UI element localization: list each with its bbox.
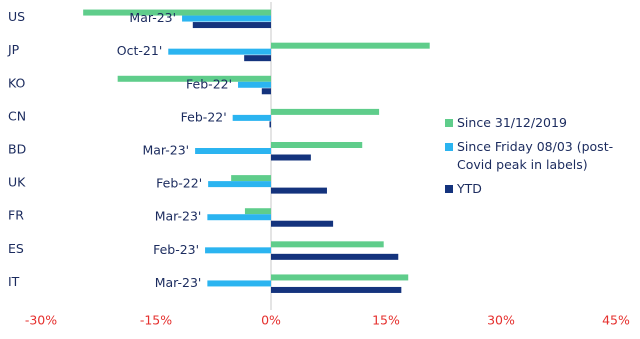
legend-label: Since Friday 08/03 (post-Covid peak in l… — [457, 139, 614, 172]
bar-annotation: Mar-23' — [155, 275, 202, 290]
bar — [269, 121, 271, 128]
bar-annotation: Oct-21' — [117, 43, 162, 58]
bar — [271, 108, 380, 115]
bar — [271, 286, 402, 293]
y-tick-label: KO — [8, 75, 26, 90]
bar — [231, 175, 271, 182]
bar — [271, 142, 363, 148]
bar — [271, 42, 430, 49]
bar — [271, 220, 334, 227]
bar — [232, 114, 271, 121]
bar — [244, 55, 271, 62]
bar — [271, 154, 311, 161]
bar — [208, 181, 271, 188]
x-tick-label: -15% — [140, 313, 172, 328]
bar-annotation: Feb-23' — [153, 242, 199, 257]
x-tick-label: 45% — [602, 313, 630, 328]
x-tick-label: 0% — [261, 313, 281, 328]
bar — [238, 81, 271, 88]
y-tick-label: UK — [8, 175, 26, 190]
bar-annotation: Feb-22' — [181, 109, 227, 124]
x-tick-label: -30% — [25, 313, 57, 328]
bar — [207, 280, 271, 287]
legend-item: Since Friday 08/03 (post-Covid peak in l… — [445, 138, 630, 174]
legend-label: Since 31/12/2019 — [457, 115, 567, 130]
bar — [271, 241, 384, 248]
bar-annotation: Feb-22' — [186, 76, 232, 91]
y-tick-label: JP — [7, 42, 20, 57]
bar — [83, 9, 272, 16]
bar-annotation: Mar-23' — [129, 10, 176, 25]
x-tick-label: 15% — [372, 313, 400, 328]
legend-swatch — [445, 143, 453, 151]
y-tick-label: ES — [8, 241, 24, 256]
bar — [271, 253, 399, 260]
bar — [195, 148, 271, 154]
bar-annotation: Feb-22' — [156, 176, 202, 191]
bar — [192, 22, 271, 29]
legend-item: Since 31/12/2019 — [445, 114, 630, 132]
bar — [271, 274, 409, 281]
bar — [205, 247, 271, 254]
bar — [182, 15, 271, 22]
bar — [244, 208, 271, 215]
legend-swatch — [445, 119, 453, 127]
legend-item: YTD — [445, 180, 630, 198]
y-tick-label: US — [8, 9, 25, 24]
legend-swatch — [445, 185, 453, 193]
y-tick-label: CN — [8, 108, 26, 123]
bar-annotation: Mar-23' — [155, 209, 202, 224]
bar — [271, 187, 327, 194]
y-tick-label: FR — [8, 208, 24, 223]
legend-label: YTD — [457, 181, 482, 196]
x-tick-label: 30% — [487, 313, 515, 328]
y-tick-label: BD — [8, 142, 26, 157]
bar-annotation: Mar-23' — [142, 143, 189, 158]
bar — [117, 75, 272, 82]
bar — [261, 88, 271, 95]
y-tick-label: IT — [8, 274, 20, 289]
legend: Since 31/12/2019 Since Friday 08/03 (post… — [445, 114, 630, 204]
bar — [207, 214, 271, 221]
bar — [168, 48, 271, 55]
